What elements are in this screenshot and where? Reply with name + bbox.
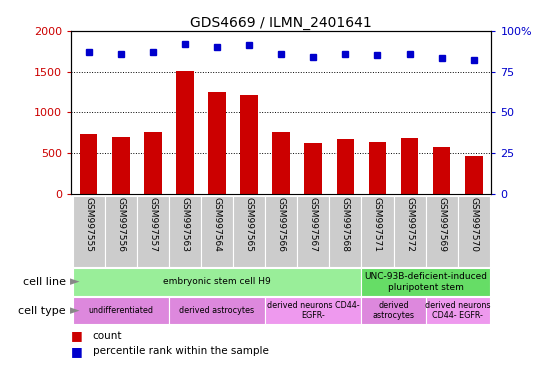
- Text: GSM997566: GSM997566: [277, 197, 286, 252]
- Bar: [361, 268, 490, 296]
- Bar: [112, 137, 129, 194]
- Text: embryonic stem cell H9: embryonic stem cell H9: [163, 277, 271, 286]
- Bar: [73, 268, 361, 296]
- Text: GSM997572: GSM997572: [405, 197, 414, 252]
- Text: GSM997571: GSM997571: [373, 197, 382, 252]
- Text: GSM997557: GSM997557: [149, 197, 157, 252]
- Text: derived neurons
CD44- EGFR-: derived neurons CD44- EGFR-: [425, 301, 490, 320]
- Bar: [176, 71, 194, 194]
- Bar: [169, 297, 265, 324]
- Text: percentile rank within the sample: percentile rank within the sample: [93, 346, 269, 356]
- Bar: [201, 196, 233, 267]
- Title: GDS4669 / ILMN_2401641: GDS4669 / ILMN_2401641: [191, 16, 372, 30]
- Bar: [73, 297, 169, 324]
- Text: UNC-93B-deficient-induced
pluripotent stem: UNC-93B-deficient-induced pluripotent st…: [364, 272, 487, 291]
- Bar: [240, 95, 258, 194]
- Bar: [465, 156, 483, 194]
- Text: GSM997565: GSM997565: [245, 197, 253, 252]
- Bar: [272, 132, 290, 194]
- Bar: [426, 196, 458, 267]
- Text: ►: ►: [70, 275, 80, 288]
- Bar: [401, 139, 418, 194]
- Text: GSM997569: GSM997569: [437, 197, 446, 252]
- Text: derived neurons CD44-
EGFR-: derived neurons CD44- EGFR-: [267, 301, 360, 320]
- Bar: [426, 297, 490, 324]
- Bar: [169, 196, 201, 267]
- Bar: [265, 196, 297, 267]
- Bar: [433, 147, 450, 194]
- Text: GSM997564: GSM997564: [212, 197, 222, 252]
- Bar: [80, 134, 97, 194]
- Bar: [394, 196, 426, 267]
- Bar: [105, 196, 136, 267]
- Text: cell type: cell type: [18, 306, 66, 316]
- Bar: [297, 196, 329, 267]
- Bar: [369, 142, 386, 194]
- Text: ■: ■: [71, 345, 83, 358]
- Bar: [73, 196, 105, 267]
- Bar: [136, 196, 169, 267]
- Text: GSM997556: GSM997556: [116, 197, 125, 252]
- Text: GSM997570: GSM997570: [469, 197, 478, 252]
- Bar: [361, 196, 394, 267]
- Text: derived astrocytes: derived astrocytes: [180, 306, 254, 315]
- Text: ■: ■: [71, 329, 83, 343]
- Text: GSM997555: GSM997555: [84, 197, 93, 252]
- Bar: [329, 196, 361, 267]
- Bar: [233, 196, 265, 267]
- Text: GSM997568: GSM997568: [341, 197, 350, 252]
- Bar: [208, 92, 226, 194]
- Bar: [305, 143, 322, 194]
- Text: ►: ►: [70, 304, 80, 317]
- Text: count: count: [93, 331, 122, 341]
- Text: derived
astrocytes: derived astrocytes: [372, 301, 414, 320]
- Text: undifferentiated: undifferentiated: [88, 306, 153, 315]
- Bar: [144, 132, 162, 194]
- Bar: [336, 139, 354, 194]
- Bar: [361, 297, 426, 324]
- Text: cell line: cell line: [22, 277, 66, 287]
- Text: GSM997567: GSM997567: [309, 197, 318, 252]
- Bar: [458, 196, 490, 267]
- Bar: [265, 297, 361, 324]
- Text: GSM997563: GSM997563: [180, 197, 189, 252]
